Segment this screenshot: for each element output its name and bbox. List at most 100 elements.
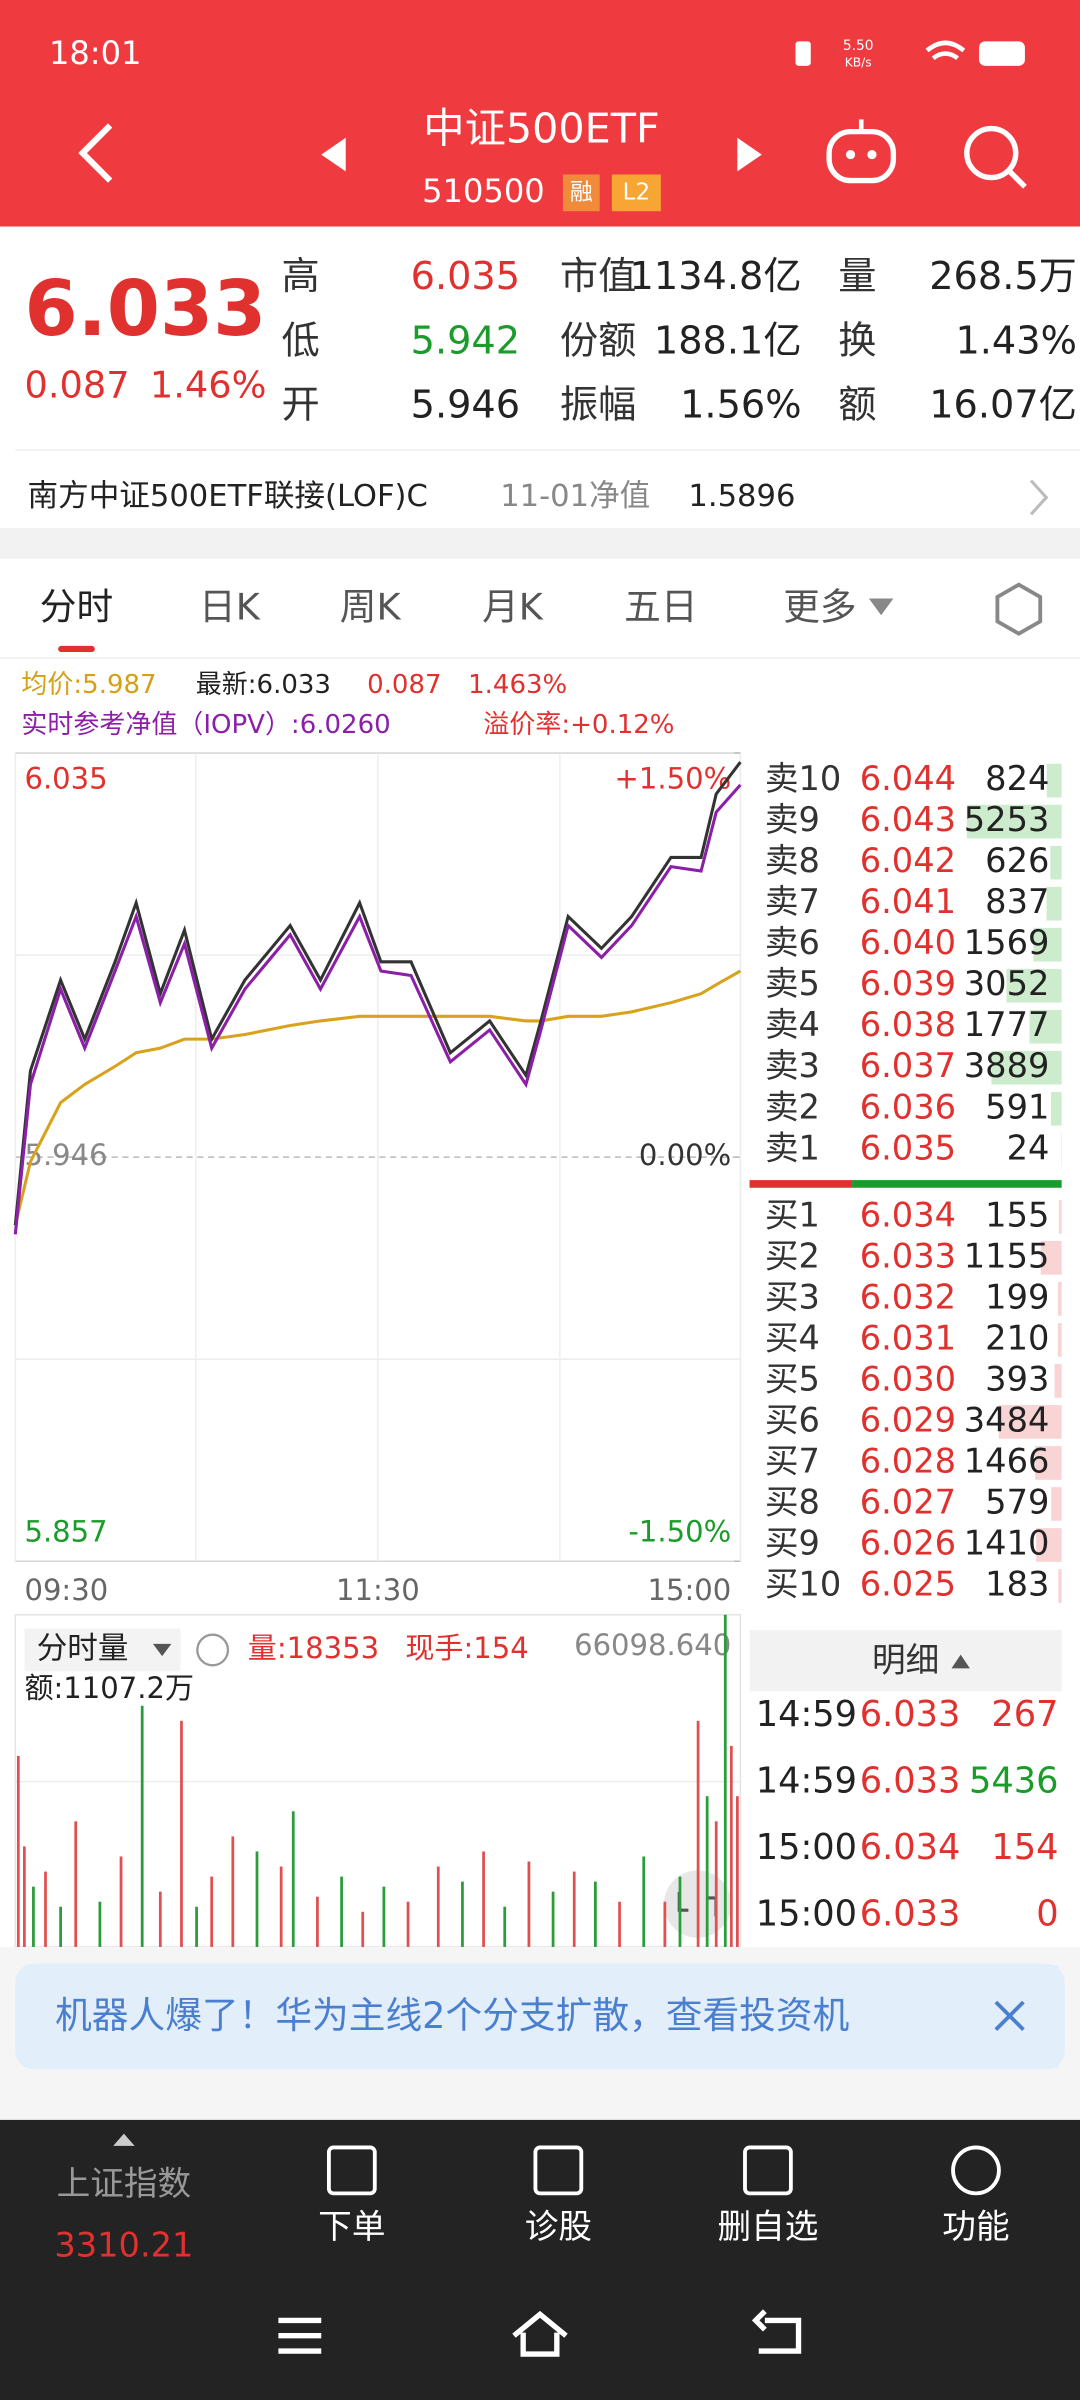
volume-bar: [340, 1876, 343, 1947]
nav-icon: [533, 2145, 584, 2196]
banner-text[interactable]: 机器人爆了！华为主线2个分支扩散，查看投资机: [55, 1994, 849, 2037]
tab[interactable]: 月K: [482, 586, 544, 629]
volume-bar: [482, 1851, 485, 1947]
book-volume: 3889: [964, 1046, 1050, 1085]
menu-key[interactable]: [278, 2317, 322, 2354]
book-label: 卖4: [765, 1005, 820, 1044]
volume-bar: [696, 1720, 700, 1947]
volume-bar: [618, 1901, 621, 1947]
back-button[interactable]: [78, 123, 113, 183]
tab[interactable]: 日K: [199, 586, 261, 629]
volume-bar: [966, 804, 1062, 839]
book-volume: 3484: [964, 1400, 1050, 1439]
book-price: 6.043: [860, 800, 956, 839]
tab[interactable]: 分时: [40, 586, 113, 629]
home-key[interactable]: [512, 2310, 568, 2357]
trades-title[interactable]: 明细: [872, 1641, 939, 1680]
fund-name[interactable]: 南方中证500ETF联接(LOF)C: [28, 479, 428, 514]
book-price: 6.027: [860, 1482, 956, 1521]
vibrate-icon: [795, 41, 811, 66]
trade-volume: 5436: [969, 1760, 1059, 1801]
index-name[interactable]: 上证指数: [57, 2164, 192, 2203]
nav-label[interactable]: 诊股: [525, 2207, 592, 2246]
volume-bar: [678, 1876, 682, 1947]
volume-bar: [406, 1901, 410, 1947]
banner-close[interactable]: [994, 2000, 1025, 2031]
volume-bar: [98, 1901, 102, 1947]
volume-bar: [729, 1745, 733, 1947]
book-price: 6.034: [860, 1195, 956, 1234]
nav-label[interactable]: 下单: [318, 2207, 385, 2246]
volume-bar: [461, 1881, 464, 1947]
prev-button[interactable]: [321, 137, 346, 172]
nav-label[interactable]: 删自选: [717, 2207, 818, 2246]
volume-bar: [140, 1705, 144, 1947]
volume-bar: [210, 1876, 214, 1947]
trade-volume: 0: [1036, 1894, 1058, 1935]
search-button[interactable]: [964, 125, 1027, 189]
stat-value: 188.1亿: [654, 318, 802, 363]
volume-bar: [1058, 1569, 1062, 1603]
volume-bar: [1036, 1528, 1062, 1562]
volume-selector[interactable]: 分时量: [37, 1631, 129, 1666]
book-price: 6.029: [860, 1400, 956, 1439]
help-icon[interactable]: [196, 1633, 230, 1667]
book-label: 买9: [765, 1523, 820, 1562]
volume-bar: [572, 1871, 576, 1947]
fund-nav-label: 11-01净值: [500, 479, 650, 514]
stat-label: 低: [281, 318, 319, 363]
back-key[interactable]: [751, 2309, 802, 2354]
book-volume: 183: [985, 1565, 1049, 1604]
stat-label: 高: [281, 254, 319, 299]
stat-label: 量: [838, 254, 876, 299]
banner-fade: [951, 1965, 1059, 2068]
stat-value: 16.07亿: [929, 383, 1077, 428]
volume-bar: [1058, 1200, 1062, 1234]
title: 中证500ETF: [423, 105, 659, 153]
stat-label: 换: [838, 318, 876, 363]
trade-volume: 154: [991, 1827, 1058, 1868]
more-arrow: [868, 598, 894, 616]
book-price: 6.037: [860, 1046, 956, 1085]
book-volume: 155: [985, 1195, 1049, 1234]
volume-bar: [1058, 1282, 1062, 1316]
volume-bar: [1035, 1446, 1062, 1480]
volume-bar: [255, 1851, 259, 1947]
status-time: 18:01: [49, 34, 142, 72]
order-book: 卖10 6.044 824 卖9 6.043 5253 卖8 6.042 626 卖7 6.041 8…: [765, 759, 1062, 1604]
tab[interactable]: 更多: [783, 586, 856, 629]
amount-label: 额:1107.2万: [24, 1671, 194, 1705]
book-volume: 626: [985, 841, 1049, 880]
book-price: 6.039: [860, 964, 956, 1003]
volume-bar: [231, 1836, 235, 1947]
price-line: [13, 969, 742, 1226]
selector-arrow: [152, 1643, 172, 1657]
volume-bar: [723, 1614, 727, 1947]
settings-button[interactable]: [995, 582, 1043, 636]
price-line: [13, 761, 742, 1226]
book-volume: 579: [985, 1482, 1049, 1521]
tab[interactable]: 五日: [624, 586, 697, 629]
wifi-icon: [925, 40, 966, 61]
trade-price: 6.033: [860, 1694, 961, 1735]
book-label: 卖6: [765, 923, 820, 962]
volume-bar: [1050, 845, 1062, 880]
book-label: 卖1: [765, 1128, 820, 1167]
book-price: 6.040: [860, 923, 956, 962]
banner[interactable]: [15, 1963, 1065, 2070]
tab[interactable]: 周K: [340, 586, 402, 629]
book-price: 6.026: [860, 1523, 956, 1562]
stat-label: 额: [838, 383, 876, 428]
robot-button[interactable]: [826, 119, 897, 184]
book-volume: 393: [985, 1359, 1049, 1398]
next-button[interactable]: [737, 137, 762, 172]
volume-bar: [1057, 1323, 1062, 1357]
book-price: 6.031: [860, 1318, 956, 1357]
selector-bg[interactable]: [24, 1628, 181, 1672]
nav-label[interactable]: 功能: [942, 2207, 1009, 2246]
separator: [0, 528, 1080, 559]
book-price: 6.038: [860, 1005, 956, 1044]
y-tick-label: 66098.640: [574, 1628, 731, 1662]
trade-price: 6.033: [860, 1894, 961, 1935]
